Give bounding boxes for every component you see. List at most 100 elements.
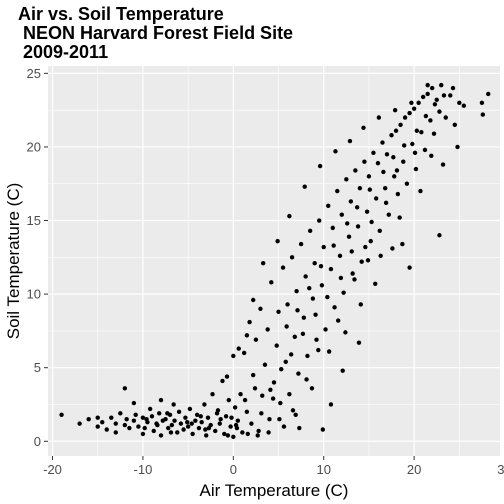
data-point [369,219,374,225]
data-point [296,371,301,376]
data-point [312,261,317,266]
data-point [313,312,318,317]
data-point [290,408,296,413]
data-point [160,418,166,423]
data-point [412,150,418,156]
data-point [353,168,358,173]
data-point [411,106,417,111]
data-point [362,159,367,164]
data-point [373,196,379,201]
data-point [193,418,198,423]
data-point [338,275,344,281]
data-point [383,200,389,206]
data-point [266,430,271,435]
data-point [202,402,207,407]
data-point [113,430,119,435]
data-point [274,343,279,348]
data-point [175,430,180,435]
data-point [258,306,263,312]
data-point [295,308,300,313]
data-point [147,406,153,412]
data-point [400,241,405,247]
data-point [247,319,252,325]
data-point [323,327,328,332]
data-point [181,427,186,432]
data-point [288,352,294,357]
data-point [279,366,284,372]
data-point [452,122,457,128]
data-point [231,434,236,440]
data-point [284,324,289,329]
data-point [317,218,322,223]
data-point [391,155,396,160]
data-point [437,109,442,114]
data-point [450,85,456,91]
data-point [393,128,399,133]
data-point [185,424,191,429]
data-point [437,233,442,238]
data-point [104,427,109,432]
data-point [325,294,330,300]
data-point [354,205,360,210]
data-point [339,212,344,217]
data-point [190,431,195,437]
data-point [346,234,352,239]
chart-title: Air vs. Soil Temperature NEON Harvard Fo… [18,4,293,62]
data-point [429,153,434,158]
data-point [423,113,429,119]
data-point [267,417,272,422]
data-point [358,302,363,307]
data-point [332,305,337,310]
data-point [386,212,392,217]
x-tick-label: -10 [134,462,153,477]
data-point [392,107,398,113]
data-point [304,377,309,382]
data-point [171,402,176,407]
data-point [410,141,415,147]
data-point [251,297,256,303]
data-point [432,102,438,107]
data-point [398,122,403,128]
data-point [448,93,453,98]
data-point [217,421,222,426]
data-point [270,396,276,401]
data-point [376,115,382,120]
data-point [245,431,250,437]
data-point [260,261,266,266]
data-point [287,213,292,219]
data-point [307,228,313,234]
data-point [140,431,146,437]
data-point [259,411,264,416]
data-point [382,185,388,191]
data-point [223,414,229,419]
x-tick-label: 0 [230,462,237,477]
data-point [218,417,223,422]
data-point [479,100,485,105]
data-point [124,417,129,422]
data-point [228,424,233,429]
data-point [350,271,355,276]
data-point [425,82,430,88]
data-point [95,415,100,420]
data-point [407,265,412,270]
data-point [276,309,281,314]
data-point [277,417,282,422]
data-point [416,100,421,105]
data-point [249,421,254,426]
data-point [260,393,265,398]
data-point [418,188,423,194]
data-point [122,422,128,428]
data-point [169,422,175,428]
data-point [397,215,402,220]
data-point [309,386,315,391]
data-point [434,97,439,103]
chart-title-line-2: NEON Harvard Forest Field Site [18,23,293,43]
data-point [176,409,182,415]
data-point [349,249,354,254]
data-point [204,433,209,438]
data-point [206,425,212,431]
data-point [198,414,203,419]
data-point [165,411,170,416]
data-point [293,412,298,417]
data-point [335,318,341,323]
